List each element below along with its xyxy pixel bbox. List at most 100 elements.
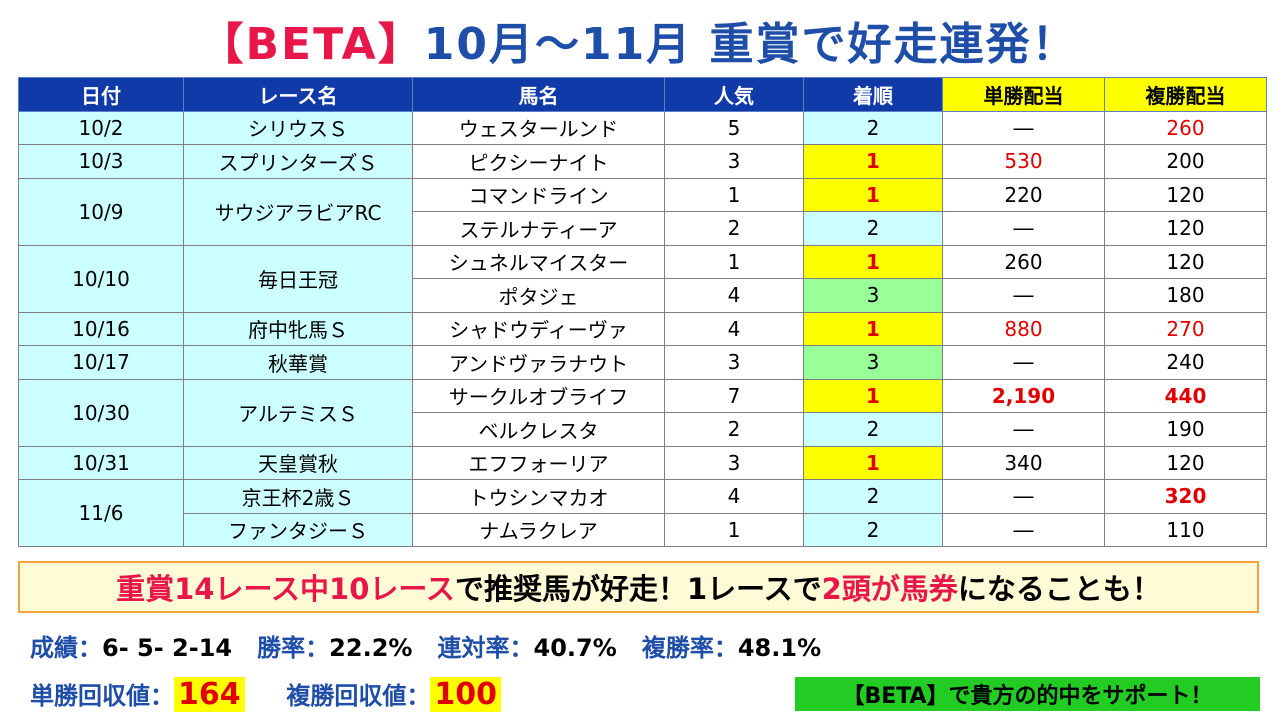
banner-text-a: 重賞14レース中10レース <box>116 572 455 606</box>
cell-race: ファンタジーＳ <box>183 512 413 547</box>
cell-horse: エフフォーリア <box>412 445 665 480</box>
page-title: 【BETA】10月～11月 重賞で好走連発！ <box>0 8 1277 72</box>
place-return-value: 100 <box>430 677 502 712</box>
cell-horse: ポタジェ <box>412 278 665 313</box>
cell-place-payout: 120 <box>1104 211 1267 246</box>
table-row: ファンタジーＳ ナムラクレア 1 2 ― 110 <box>19 512 1267 547</box>
header-place-payout: 複勝配当 <box>1104 77 1267 112</box>
place-return-label: 複勝回収値： <box>286 682 431 710</box>
cell-popularity: 4 <box>664 311 804 346</box>
cell-date: 10/16 <box>18 311 184 346</box>
cell-horse: ピクシーナイト <box>412 144 665 179</box>
cell-popularity: 2 <box>664 211 804 246</box>
showrate-label: 複勝率： <box>641 634 738 662</box>
cell-popularity: 4 <box>664 479 804 514</box>
cell-race: 秋華賞 <box>183 345 413 380</box>
cell-place-payout: 120 <box>1104 445 1267 480</box>
cell-place-payout: 270 <box>1104 311 1267 346</box>
cell-finish: 1 <box>803 244 943 279</box>
cell-horse: トウシンマカオ <box>412 479 665 514</box>
cell-win-payout: ― <box>942 278 1105 313</box>
cell-place-payout: 440 <box>1104 378 1267 413</box>
title-text: 10月～11月 重賞で好走連発！ <box>423 19 1078 70</box>
cell-place-payout: 120 <box>1104 177 1267 212</box>
cell-finish: 2 <box>803 412 943 447</box>
cell-popularity: 1 <box>664 512 804 547</box>
cell-finish: 1 <box>803 144 943 179</box>
cell-date: 10/30 <box>18 378 184 447</box>
cell-finish: 2 <box>803 211 943 246</box>
stats-line: 成績：6- 5- 2-14 勝率：22.2% 連対率：40.7% 複勝率：48.… <box>30 628 821 663</box>
cell-race: 京王杯2歳Ｓ <box>183 479 413 514</box>
table-row: 10/17 秋華賞 アンドヴァラナウト 3 3 ― 240 <box>18 345 1267 380</box>
title-brand: 【BETA】 <box>199 19 424 70</box>
table-row: 10/16 府中牝馬Ｓ シャドウディーヴァ 4 1 880 270 <box>18 311 1267 346</box>
header-finish: 着順 <box>803 77 943 112</box>
record-label: 成績： <box>30 634 102 662</box>
cell-popularity: 3 <box>664 144 804 179</box>
cell-date: 10/17 <box>18 345 184 380</box>
cell-win-payout: 340 <box>942 445 1105 480</box>
cell-finish: 1 <box>803 378 943 413</box>
cell-win-payout: ― <box>942 110 1105 145</box>
table-row: 11/6 京王杯2歳Ｓ トウシンマカオ 4 2 ― 320 <box>18 479 1267 547</box>
cell-popularity: 1 <box>664 244 804 279</box>
table-row: ベルクレスタ 2 2 ― 190 <box>19 412 1267 447</box>
cell-finish: 2 <box>803 479 943 514</box>
cell-horse: ステルナティーア <box>412 211 665 246</box>
cell-win-payout: ― <box>942 345 1105 380</box>
header-race: レース名 <box>183 77 413 112</box>
cell-place-payout: 120 <box>1104 244 1267 279</box>
table-row: 10/30 アルテミスＳ サークルオブライフ 7 1 2,190 440 <box>18 378 1267 447</box>
cell-finish: 2 <box>803 110 943 145</box>
cell-popularity: 3 <box>664 445 804 480</box>
cell-race: 府中牝馬Ｓ <box>183 311 413 346</box>
win-return-value: 164 <box>174 677 245 712</box>
cell-win-payout: ― <box>942 412 1105 447</box>
cell-race: シリウスＳ <box>183 110 413 145</box>
cell-horse: サークルオブライフ <box>412 378 665 413</box>
header-win-payout: 単勝配当 <box>942 77 1105 112</box>
table-row: 10/2 シリウスＳ ウェスタールンド 5 2 ― 260 <box>18 110 1267 145</box>
banner-text-d: になることも！ <box>957 572 1161 606</box>
cell-finish: 2 <box>803 512 943 547</box>
cell-win-payout: ― <box>942 211 1105 246</box>
table-row: ステルナティーア 2 2 ― 120 <box>19 211 1267 246</box>
cell-popularity: 2 <box>664 412 804 447</box>
header-horse: 馬名 <box>412 77 665 112</box>
cell-horse: ウェスタールンド <box>412 110 665 145</box>
cell-win-payout: 880 <box>942 311 1105 346</box>
table-row: 10/9 サウジアラビアRC コマンドライン 1 1 220 120 <box>18 177 1267 246</box>
cell-horse: ナムラクレア <box>412 512 665 547</box>
cell-date: 10/2 <box>18 110 184 145</box>
header-popularity: 人気 <box>664 77 804 112</box>
cell-place-payout: 190 <box>1104 412 1267 447</box>
table-row: ポタジェ 4 3 ― 180 <box>19 278 1267 313</box>
cell-finish: 3 <box>803 345 943 380</box>
cell-race: スプリンターズＳ <box>183 144 413 179</box>
showrate-value: 48.1% <box>737 634 822 662</box>
cell-horse: シュネルマイスター <box>412 244 665 279</box>
cell-date: 10/3 <box>18 144 184 179</box>
cell-horse: アンドヴァラナウト <box>412 345 665 380</box>
cell-popularity: 5 <box>664 110 804 145</box>
banner-text-c: 2頭が馬券 <box>821 572 958 606</box>
cell-place-payout: 200 <box>1104 144 1267 179</box>
cell-place-payout: 110 <box>1104 512 1267 547</box>
cell-finish: 1 <box>803 177 943 212</box>
table-header-row: 日付 レース名 馬名 人気 着順 単勝配当 複勝配当 <box>18 77 1267 112</box>
cell-popularity: 3 <box>664 345 804 380</box>
cell-place-payout: 320 <box>1104 479 1267 514</box>
cell-finish: 1 <box>803 311 943 346</box>
support-badge: 【BETA】で貴方の的中をサポート！ <box>795 677 1260 711</box>
summary-banner: 重賞14レース中10レース で推奨馬が好走！1レースで 2頭が馬券 になることも！ <box>18 561 1259 613</box>
cell-place-payout: 180 <box>1104 278 1267 313</box>
cell-win-payout: 260 <box>942 244 1105 279</box>
cell-win-payout: 530 <box>942 144 1105 179</box>
cell-race: アルテミスＳ <box>183 378 413 447</box>
cell-race: 毎日王冠 <box>183 244 413 313</box>
cell-horse: ベルクレスタ <box>412 412 665 447</box>
cell-date: 10/10 <box>18 244 184 313</box>
header-date: 日付 <box>18 77 184 112</box>
banner-text-b: で推奨馬が好走！1レースで <box>454 572 822 606</box>
